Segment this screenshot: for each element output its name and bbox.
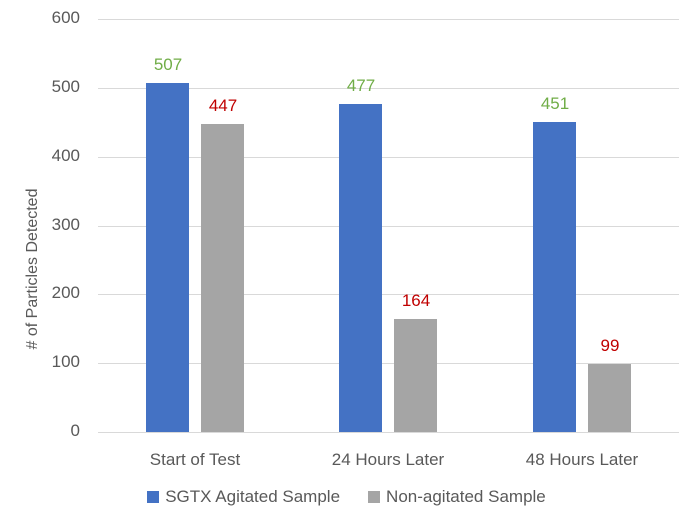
y-tick-label: 0: [70, 421, 80, 440]
legend-swatch-icon: [147, 491, 160, 503]
gridline: [98, 226, 679, 227]
y-tick-label: 600: [51, 8, 80, 27]
bar: [394, 319, 437, 432]
y-tick-label: 200: [51, 283, 80, 302]
y-tick-label: 500: [51, 77, 80, 96]
gridline: [98, 294, 679, 295]
legend-item: SGTX Agitated Sample: [147, 487, 340, 507]
gridline: [98, 363, 679, 364]
bar: [588, 364, 631, 432]
gridline: [98, 19, 679, 20]
data-label: 507: [153, 55, 183, 74]
bar: [146, 83, 189, 432]
y-tick-label: 300: [51, 215, 80, 234]
data-label: 451: [540, 94, 570, 113]
gridline: [98, 432, 679, 433]
x-tick-label: 24 Hours Later: [331, 450, 445, 469]
bar: [533, 122, 576, 432]
bar: [339, 104, 382, 432]
gridline: [98, 88, 679, 89]
data-label: 447: [208, 96, 238, 115]
data-label: 99: [600, 336, 620, 355]
data-label: 477: [346, 76, 376, 95]
y-axis-label: # of Particles Detected: [24, 188, 41, 350]
x-tick-label: 48 Hours Later: [525, 450, 639, 469]
bar: [201, 124, 244, 432]
legend-label: Non-agitated Sample: [386, 487, 546, 506]
data-label: 164: [401, 291, 431, 310]
legend-swatch-icon: [368, 491, 381, 503]
gridline: [98, 157, 679, 158]
y-tick-label: 400: [51, 146, 80, 165]
x-tick-label: Start of Test: [149, 450, 241, 469]
y-tick-label: 100: [51, 352, 80, 371]
legend-label: SGTX Agitated Sample: [165, 487, 341, 506]
legend-item: Non-agitated Sample: [368, 487, 546, 507]
legend: SGTX Agitated Sample Non-agitated Sample: [0, 487, 693, 507]
